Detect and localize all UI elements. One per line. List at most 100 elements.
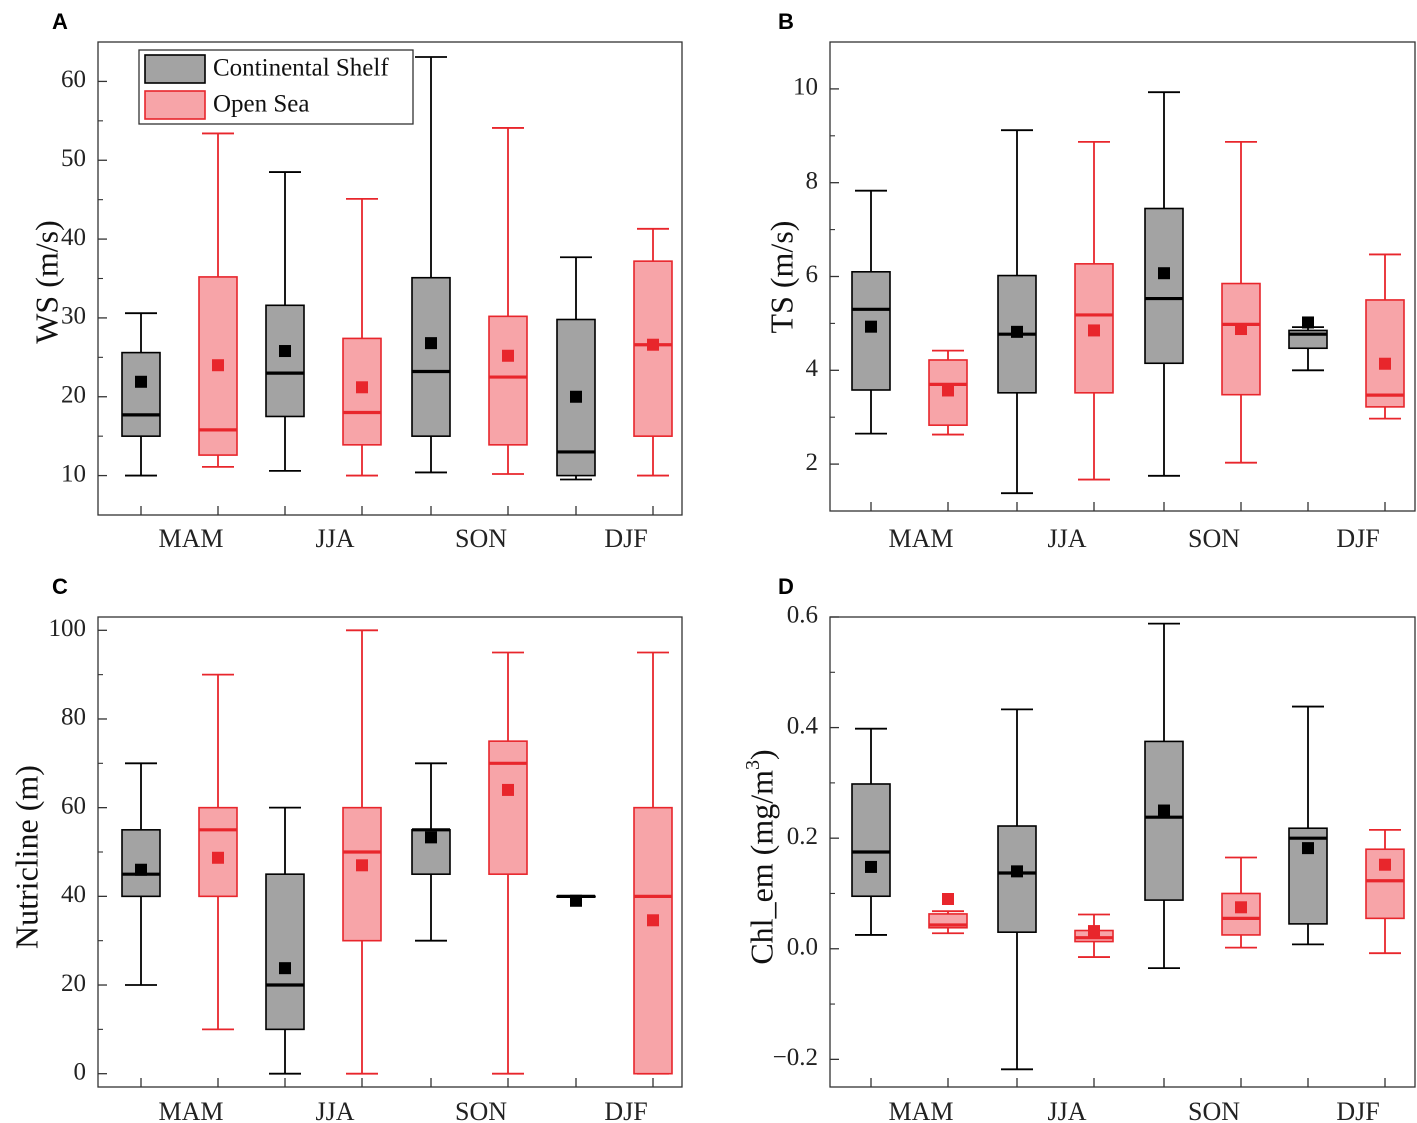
box-iqr: [633, 806, 673, 1075]
y-axis-title: Nutricline (m): [8, 765, 44, 949]
mean-marker: [1302, 842, 1314, 855]
y-tick-label: 60: [61, 66, 86, 93]
box-iqr: [851, 783, 891, 898]
mean-marker: [570, 390, 582, 403]
mean-marker: [1011, 325, 1023, 338]
box-iqr: [1144, 207, 1184, 365]
legend-swatch: [144, 90, 206, 120]
panel-d: D −0.2 0.0 0.2 0.4 0.6 MAM JJA SON DJF Chl_em (mg/…: [742, 574, 1416, 1123]
mean-marker: [1302, 316, 1314, 329]
x-category-label: DJF: [1336, 524, 1379, 553]
x-category-label: SON: [455, 1097, 507, 1123]
mean-marker: [425, 831, 437, 844]
plot-frame: [97, 616, 683, 1088]
y-tick-label: 6: [806, 261, 819, 288]
mean-marker: [502, 349, 514, 362]
box-iqr: [488, 740, 528, 875]
box-iqr: [997, 825, 1037, 933]
panel-letter: A: [52, 9, 68, 34]
x-category-label: JJA: [1047, 524, 1086, 553]
x-category-label: DJF: [604, 524, 647, 553]
mean-marker: [1158, 804, 1170, 817]
panel-letter: C: [52, 574, 68, 599]
y-tick-label: 0.0: [787, 933, 818, 960]
mean-marker: [1011, 865, 1023, 878]
y-axis-title: Chl_em (mg/m3): [742, 749, 780, 964]
plot-frame: [829, 41, 1416, 512]
x-category-label: DJF: [604, 1097, 647, 1123]
x-category-label: SON: [1188, 1097, 1240, 1123]
x-category-label: DJF: [1336, 1097, 1379, 1123]
panel-c: C 0 20 40 60 80 100 MAM JJA SON DJF Nutricline (m): [8, 574, 683, 1123]
legend-label: Continental Shelf: [213, 55, 389, 82]
y-tick-label: 100: [49, 615, 87, 642]
panel-letter: B: [778, 9, 794, 34]
x-category-label: SON: [455, 524, 507, 553]
panel-letter: D: [778, 574, 794, 599]
mean-marker: [942, 893, 954, 905]
y-axis-title-superscript: 3: [742, 760, 764, 770]
box-iqr: [488, 315, 528, 446]
x-category-label: MAM: [158, 524, 223, 553]
mean-marker: [865, 860, 877, 873]
mean-marker: [942, 384, 954, 397]
y-tick-label: 10: [61, 460, 86, 487]
y-tick-label: 30: [61, 303, 86, 330]
x-category-label: MAM: [888, 524, 953, 553]
x-category-label: JJA: [315, 524, 354, 553]
y-tick-label: 0.6: [787, 602, 818, 629]
y-axis-title: TS (m/s): [763, 221, 799, 334]
x-category-label: JJA: [1047, 1097, 1086, 1123]
box-iqr: [265, 304, 305, 418]
plot-frame: [829, 616, 1416, 1088]
mean-marker: [425, 337, 437, 350]
mean-marker: [865, 320, 877, 333]
mean-marker: [1235, 323, 1247, 336]
y-tick-label: 60: [61, 792, 86, 819]
box-iqr: [121, 351, 161, 437]
y-tick-label: 40: [61, 224, 86, 251]
x-category-label: MAM: [888, 1097, 953, 1123]
mean-marker: [212, 359, 224, 372]
y-axis-title: WS (m/s): [28, 220, 64, 344]
mean-marker: [279, 962, 291, 975]
box-iqr: [411, 276, 451, 437]
box-iqr: [1074, 263, 1114, 394]
mean-marker: [1158, 267, 1170, 280]
mean-marker: [647, 338, 659, 351]
y-tick-label: 20: [61, 381, 86, 408]
y-tick-label: 50: [61, 145, 86, 172]
mean-marker: [1088, 324, 1100, 337]
box-iqr: [121, 829, 161, 898]
box-iqr: [342, 806, 382, 942]
box-iqr: [265, 873, 305, 1031]
y-tick-label: 0.4: [787, 712, 819, 739]
y-tick-label: 10: [793, 74, 818, 101]
mean-marker: [570, 894, 582, 907]
panel-a: A 10 20 30 40 50 60 MAM JJA SON DJF WS (m/s) Contine…: [28, 9, 683, 553]
y-tick-label: 4: [806, 355, 819, 382]
mean-marker: [356, 381, 368, 394]
box-iqr: [1221, 892, 1261, 936]
mean-marker: [135, 375, 147, 388]
mean-marker: [1379, 357, 1391, 370]
legend-swatch: [144, 54, 206, 84]
mean-marker: [502, 783, 514, 796]
legend: Continental Shelf Open Sea: [138, 49, 414, 125]
box-iqr: [1221, 282, 1261, 396]
mean-marker: [1088, 925, 1100, 938]
x-category-label: MAM: [158, 1097, 223, 1123]
y-tick-label: 0: [74, 1058, 87, 1085]
y-tick-label: 2: [806, 449, 819, 476]
panel-b: B 2 4 6 8 10 MAM JJA SON DJF TS (m/s): [763, 9, 1416, 553]
mean-marker: [647, 914, 659, 927]
y-tick-label: 0.2: [787, 823, 818, 850]
box-iqr: [1144, 740, 1184, 901]
y-tick-label: 40: [61, 881, 86, 908]
mean-marker: [279, 345, 291, 358]
y-tick-label: −0.2: [773, 1044, 818, 1071]
mean-marker: [1379, 858, 1391, 871]
y-tick-label: 80: [61, 704, 86, 731]
box-iqr: [1365, 299, 1405, 408]
